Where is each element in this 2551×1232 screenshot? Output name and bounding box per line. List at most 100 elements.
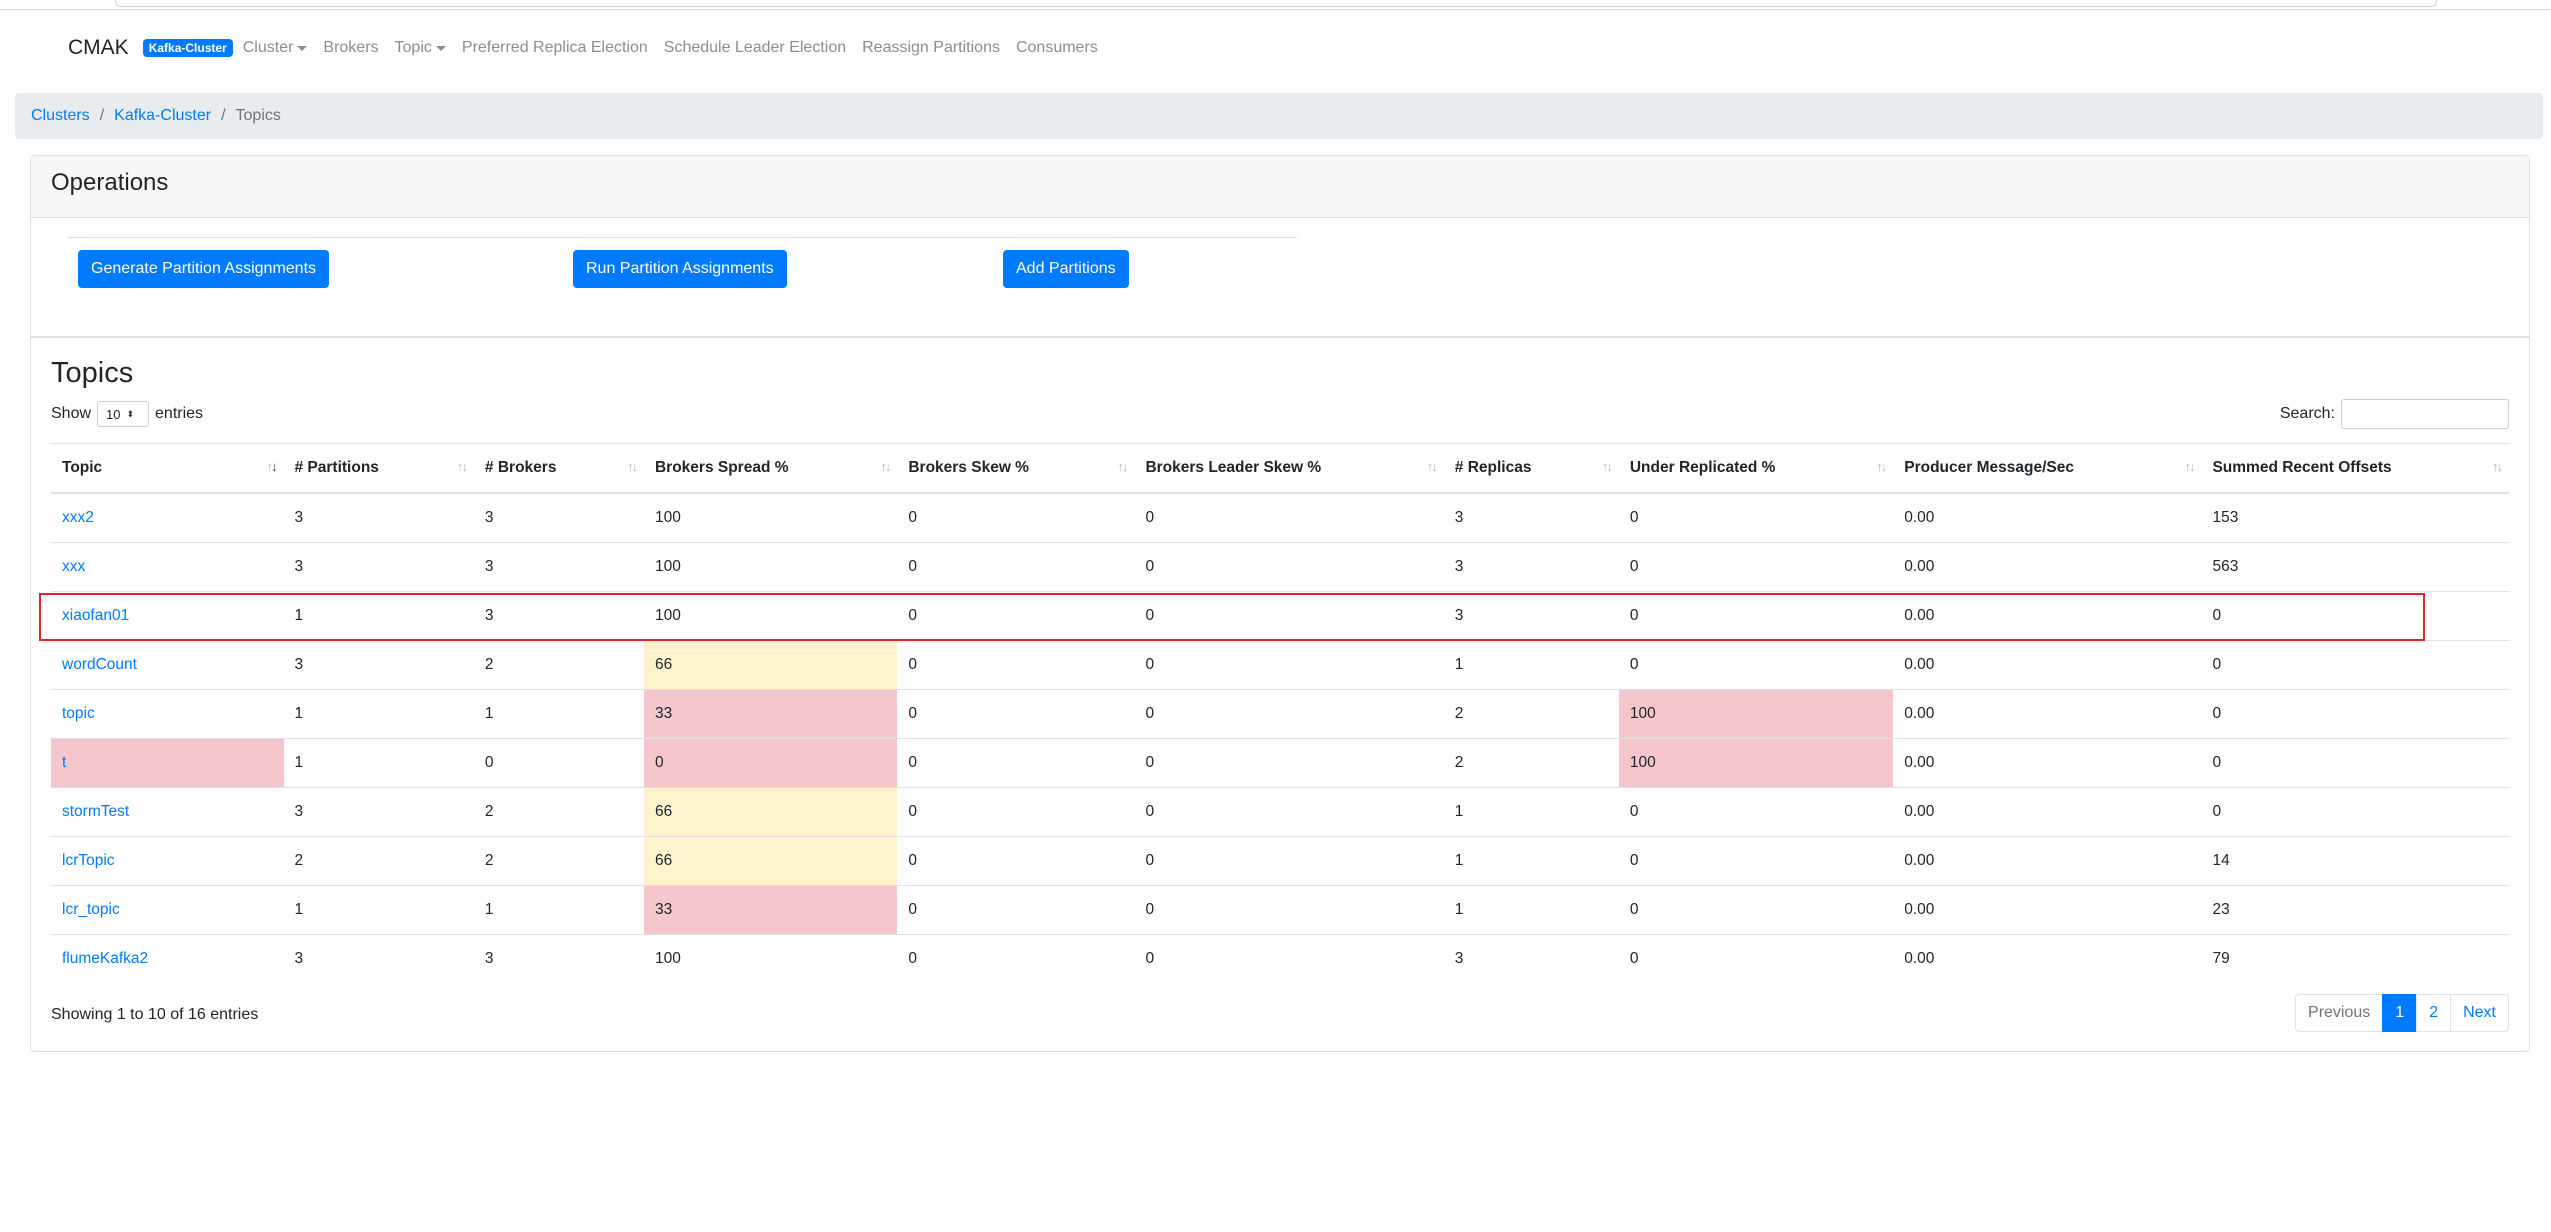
topic-link[interactable]: flumeKafka2 [62,950,149,967]
entries-label: entries [155,405,204,422]
nav-label: Brokers [323,39,379,56]
table-cell[interactable]: xxx2 [51,492,284,543]
topic-link[interactable]: t [62,754,67,771]
nav-label: Reassign Partitions [862,39,1000,56]
table-cell[interactable]: topic [51,689,284,739]
previous-page-button[interactable]: Previous [2295,994,2384,1032]
nav-topic[interactable]: Topic [395,39,446,57]
next-page-button[interactable]: Next [2450,994,2509,1032]
table-cell: 2 [473,640,644,690]
nav-schedule-leader-election[interactable]: Schedule Leader Election [664,39,846,57]
table-cell: 1 [1443,885,1619,935]
run-partition-assignments-button[interactable]: Run Partition Assignments [573,250,787,288]
nav-reassign-partitions[interactable]: Reassign Partitions [862,39,1000,57]
column-header-brokers-leader-skew[interactable]: Brokers Leader Skew % ↑↓ [1134,443,1444,494]
topic-link[interactable]: xiaofan01 [62,607,130,624]
table-cell: 100 [643,492,898,543]
nav-cluster[interactable]: Cluster [243,39,308,57]
table-cell[interactable]: xxx [51,542,284,592]
generate-partition-assignments-button[interactable]: Generate Partition Assignments [78,250,330,288]
column-header-label: Brokers Spread % [654,459,789,476]
breadcrumb-clusters[interactable]: Clusters [31,107,90,124]
topics-table: Topic ↑↓ # Partitions ↑↓ # Brokers ↑↓ Brokers … [51,443,2509,983]
table-cell: 3 [283,492,474,543]
table-cell: 0 [1618,542,1894,592]
column-header-topic[interactable]: Topic ↑↓ [51,443,284,494]
nav-brokers[interactable]: Brokers [323,39,378,57]
column-header-brokers-spread[interactable]: Brokers Spread % ↑↓ [643,443,898,494]
table-info: Showing 1 to 10 of 16 entries [51,1006,259,1023]
table-cell: 0 [1134,640,1444,690]
column-header-partitions[interactable]: # Partitions ↑↓ [283,443,474,494]
breadcrumb-cluster[interactable]: Kafka-Cluster [114,107,212,124]
table-cell: 1 [473,689,644,739]
table-row: t 1 0 0 0 0 2 100 0.00 0 [51,738,2509,788]
nav-label: Preferred Replica Election [461,39,648,56]
table-cell[interactable]: stormTest [51,787,284,837]
column-header-under-replicated[interactable]: Under Replicated % ↑↓ [1618,443,1894,494]
sort-icon: ↑↓ [2492,459,2503,474]
table-cell: 2 [473,836,644,886]
table-cell: 153 [2201,492,2509,543]
table-cell[interactable]: wordCount [51,640,284,690]
page-length-control: Show 10 ⬍ entries [51,401,203,427]
sort-icon: ↑↓ [1876,459,1887,474]
operations-divider [67,237,1297,238]
show-label: Show [51,405,92,422]
brand-logo[interactable]: CMAK [68,36,129,59]
pagination: Previous 1 2 Next [2295,994,2509,1032]
table-cell: 0 [1618,787,1894,837]
table-cell[interactable]: lcrTopic [51,836,284,886]
table-row: lcrTopic 2 2 66 0 0 1 0 0.00 14 [51,836,2509,886]
table-cell: 0 [1134,542,1444,592]
column-header-summed-recent-offsets[interactable]: Summed Recent Offsets ↑↓ [2201,443,2509,494]
table-cell: 1 [283,738,474,788]
table-cell: 0 [1618,492,1894,543]
page-2-button[interactable]: 2 [2416,994,2452,1032]
column-header-brokers[interactable]: # Brokers ↑↓ [473,443,644,494]
table-cell: 79 [2201,934,2509,983]
top-scrollbar [115,0,2437,7]
topic-link[interactable]: xxx [62,558,86,575]
nav-preferred-replica-election[interactable]: Preferred Replica Election [462,39,648,57]
main-card: Operations Generate Partition Assignment… [30,155,2530,1052]
table-cell: 14 [2201,836,2509,886]
page-1-button[interactable]: 1 [2382,994,2418,1032]
topic-link[interactable]: lcr_topic [62,901,120,918]
table-cell: 23 [2201,885,2509,935]
table-cell: 3 [473,934,644,983]
navbar: CMAK Kafka-Cluster Cluster Brokers Topic Pr… [68,28,1114,68]
table-cell: 0.00 [1893,591,2202,641]
breadcrumb-separator: / [99,107,105,124]
table-cell[interactable]: flumeKafka2 [51,934,284,983]
table-cell: 1 [283,689,474,739]
sort-icon: ↑↓ [2184,459,2195,474]
table-cell: 0 [897,738,1135,788]
table-cell: 3 [1443,542,1619,592]
nav-consumers[interactable]: Consumers [1016,39,1098,57]
table-cell: 3 [1443,934,1619,983]
topic-link[interactable]: stormTest [62,803,130,820]
column-header-brokers-skew[interactable]: Brokers Skew % ↑↓ [897,443,1135,494]
table-row: xxx2 3 3 100 0 0 3 0 0.00 153 [51,492,2509,543]
add-partitions-button[interactable]: Add Partitions [1003,250,1129,288]
table-cell[interactable]: xiaofan01 [51,591,284,641]
topic-link[interactable]: xxx2 [62,509,94,526]
nav-label: Consumers [1015,39,1098,56]
page-length-select[interactable]: 10 ⬍ [97,401,150,427]
table-cell: 0 [1618,640,1894,690]
table-cell: 0 [1134,738,1444,788]
nav-label: Topic [394,39,432,56]
column-header-producer-message-sec[interactable]: Producer Message/Sec ↑↓ [1893,443,2202,494]
table-cell[interactable]: lcr_topic [51,885,284,935]
topic-link[interactable]: lcrTopic [62,852,115,869]
table-cell: 0.00 [1893,836,2202,886]
topic-link[interactable]: wordCount [62,656,137,673]
table-cell: 0 [1134,492,1444,543]
search-input[interactable] [2341,399,2509,429]
table-cell: 0.00 [1893,738,2202,788]
column-header-replicas[interactable]: # Replicas ↑↓ [1443,443,1619,494]
table-cell[interactable]: t [51,738,284,788]
topic-link[interactable]: topic [62,705,95,722]
table-cell: 3 [473,492,644,543]
